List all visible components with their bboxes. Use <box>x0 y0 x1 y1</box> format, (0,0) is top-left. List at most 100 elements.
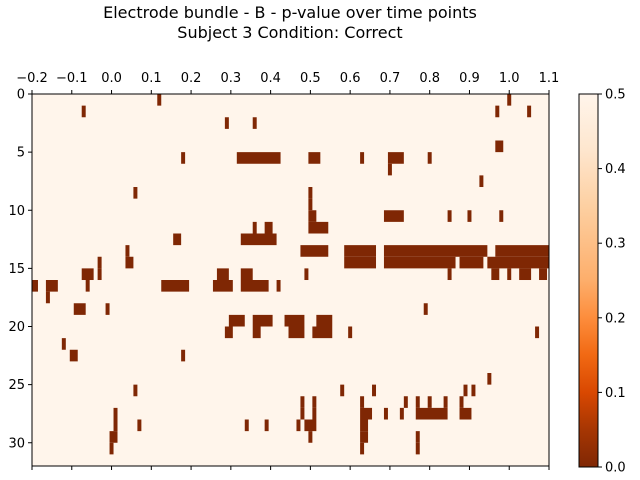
x-tick-label: −0.2 <box>16 71 48 86</box>
heatmap-cell <box>447 210 452 222</box>
heatmap-cell <box>372 384 377 397</box>
heatmap-cell <box>415 442 420 455</box>
x-tick-label: 0.0 <box>101 71 122 86</box>
colorbar-tick-label: 0.1 <box>605 386 626 401</box>
heatmap-cell <box>479 175 484 188</box>
heatmap-cell <box>288 326 305 339</box>
x-tick-label: 0.8 <box>419 71 440 86</box>
heatmap-cell <box>45 291 50 304</box>
heatmap-cell <box>360 396 365 408</box>
colorbar-axis: 0.0 0.1 0.2 0.3 0.4 0.5 <box>598 88 626 476</box>
heatmap-cell <box>539 268 548 281</box>
heatmap-cell <box>300 245 329 257</box>
heatmap-cell <box>212 280 233 292</box>
heatmap-cell <box>264 221 273 234</box>
heatmap-cell <box>308 152 321 164</box>
heatmap-cell <box>427 396 432 408</box>
heatmap-cell <box>97 256 102 269</box>
heatmap-cell <box>113 419 118 432</box>
heatmap-cell <box>252 314 273 327</box>
x-tick-label: 0.6 <box>340 71 361 86</box>
heatmap-cell <box>240 233 277 246</box>
heatmap-cell <box>276 280 281 292</box>
heatmap-cell <box>399 407 404 420</box>
heatmap-cell <box>459 396 464 408</box>
y-tick-label: 15 <box>8 262 25 277</box>
heatmap-cell <box>387 163 392 176</box>
heatmap-cell <box>300 407 305 420</box>
colorbar-tick-label: 0.0 <box>605 461 626 476</box>
heatmap-cell <box>73 303 86 315</box>
heatmap-cell <box>81 268 94 281</box>
heatmap-cell <box>85 280 90 292</box>
heatmap-cell <box>224 117 229 129</box>
heatmap-cell <box>507 268 512 281</box>
heatmap-cell <box>348 326 353 339</box>
chart-title: Electrode bundle - B - p-value over time… <box>103 3 477 22</box>
heatmap-cell <box>527 105 532 118</box>
heatmap-cell <box>157 94 162 106</box>
x-tick-label: 1.1 <box>539 71 560 86</box>
heatmap-cell <box>105 303 110 315</box>
heatmap-cell <box>312 396 317 408</box>
heatmap-cell <box>173 233 182 246</box>
x-tick-label: 0.2 <box>181 71 202 86</box>
heatmap-cell <box>495 140 504 153</box>
heatmap-cell <box>487 373 492 385</box>
heatmap-cell <box>312 326 333 339</box>
heatmap-cell <box>427 152 432 164</box>
heatmap-cell <box>304 419 317 432</box>
heatmap-cell <box>383 256 456 269</box>
x-tick-label: 0.4 <box>260 71 281 86</box>
heatmap-cell <box>403 396 408 408</box>
heatmap-cell <box>109 431 118 443</box>
heatmap-cell <box>45 280 58 292</box>
heatmap-cell <box>133 187 138 199</box>
heatmap-cell <box>137 419 142 432</box>
colorbar-tick-label: 0.3 <box>605 237 626 252</box>
heatmap-cell <box>495 245 549 257</box>
plot-frame <box>31 93 550 467</box>
heatmap-cell <box>415 431 420 443</box>
heatmap-cell <box>133 384 138 397</box>
heatmap-cell <box>125 245 130 257</box>
colorbar <box>578 93 599 468</box>
heatmap-cell <box>252 221 257 234</box>
heatmap-cell <box>264 419 269 432</box>
heatmap-cell <box>161 280 190 292</box>
heatmap-cell <box>360 152 365 164</box>
heatmap-cell <box>423 303 428 315</box>
heatmap-cell <box>415 407 448 420</box>
heatmap-cell <box>360 442 365 455</box>
heatmap-cell <box>113 407 118 420</box>
heatmap-cell <box>308 210 317 222</box>
heatmap-cell <box>97 268 102 281</box>
heatmap-cell <box>300 396 305 408</box>
heatmap-cell <box>467 210 472 222</box>
x-tick-label: 0.7 <box>380 71 401 86</box>
x-tick-label: 0.1 <box>141 71 162 86</box>
heatmap-cell <box>244 419 249 432</box>
x-tick-label: −0.1 <box>56 71 88 86</box>
heatmap-cell <box>296 419 301 432</box>
y-tick-label: 20 <box>8 320 25 335</box>
heatmap-cells <box>32 94 549 455</box>
heatmap-cell <box>308 431 313 443</box>
heatmap-cell <box>487 256 549 269</box>
heatmap-cell <box>316 314 333 327</box>
heatmap-cell <box>236 152 281 164</box>
heatmap-cell <box>181 152 186 164</box>
heatmap-cell <box>491 268 500 281</box>
heatmap-cell <box>340 384 345 397</box>
heatmap-cell <box>360 431 369 443</box>
heatmap-cell <box>240 268 253 281</box>
heatmap-cell <box>344 256 377 269</box>
heatmap-cell <box>387 152 404 164</box>
y-tick-label: 0 <box>17 88 25 103</box>
heatmap-cell <box>383 210 404 222</box>
heatmap-cell <box>228 314 245 327</box>
heatmap-background <box>32 94 549 466</box>
heatmap-cell <box>252 326 261 339</box>
heatmap-cell <box>507 94 512 106</box>
